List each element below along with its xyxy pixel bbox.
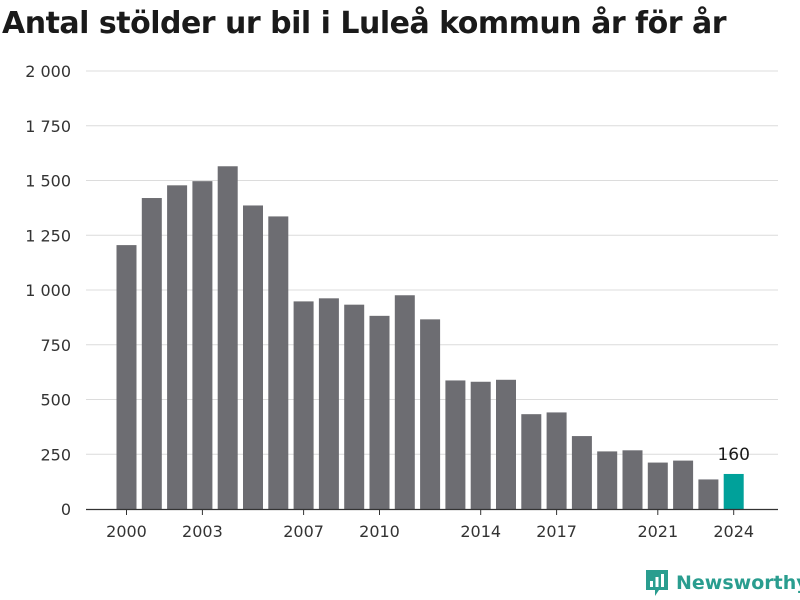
x-axis [86, 508, 778, 515]
bar-2013 [445, 380, 466, 509]
bar-2006 [268, 216, 289, 509]
bar-2003 [192, 181, 213, 510]
bar-2024 [723, 473, 744, 509]
y-tick-label: 1 250 [25, 226, 71, 245]
x-axis-tick-labels: 2000 2003 2007 2010 2014 2017 2021 2024 [106, 522, 754, 541]
bar-2008 [318, 298, 339, 509]
bar-2021 [647, 462, 668, 509]
y-tick-label: 750 [40, 336, 71, 355]
bar-2020 [622, 450, 643, 509]
y-tick-label: 500 [40, 391, 71, 410]
brand-logo: Newsworthy [644, 568, 800, 598]
bar-2001 [141, 198, 162, 509]
y-tick-label: 250 [40, 445, 71, 464]
bar-2015 [496, 379, 516, 509]
bar-2023 [698, 479, 719, 509]
data-labels: 160 [717, 445, 749, 465]
x-tick-label: 2007 [283, 522, 324, 541]
newsworthy-logo-icon [646, 570, 668, 596]
x-tick-label: 2014 [460, 522, 501, 541]
x-tick-label: 2017 [536, 522, 577, 541]
bar-2019 [597, 451, 618, 509]
x-tick-label: 2003 [182, 522, 223, 541]
bar-2000 [116, 245, 137, 510]
x-tick-label: 2021 [637, 522, 678, 541]
x-tick-label: 2024 [713, 522, 754, 541]
y-axis-tick-labels: 0 250 500 750 1 000 1 250 1 500 1 750 2 000 [25, 62, 71, 519]
bars [116, 166, 744, 510]
brand-name: Newsworthy [676, 572, 800, 594]
y-tick-label: 0 [61, 500, 71, 519]
bar-2014 [470, 381, 491, 509]
bar-2010 [369, 315, 390, 509]
bar-2009 [344, 304, 365, 509]
data-label-2024: 160 [717, 445, 749, 465]
y-tick-label: 1 500 [25, 172, 71, 191]
y-tick-label: 2 000 [25, 62, 71, 81]
bar-2011 [394, 295, 415, 509]
y-tick-label: 1 750 [25, 117, 71, 136]
bar-2004 [217, 166, 238, 509]
bar-2022 [673, 460, 694, 509]
bar-2007 [293, 301, 314, 509]
x-tick-label: 2000 [106, 522, 147, 541]
bar-2002 [167, 185, 188, 509]
bar-2017 [546, 412, 567, 509]
bar-2018 [571, 436, 592, 509]
chart-title: Antal stölder ur bil i Luleå kommun år f… [2, 6, 727, 41]
bar-2016 [521, 414, 542, 509]
bar-2012 [420, 319, 441, 509]
y-tick-label: 1 000 [25, 281, 71, 300]
bar-2005 [243, 205, 263, 509]
x-tick-label: 2010 [359, 522, 400, 541]
